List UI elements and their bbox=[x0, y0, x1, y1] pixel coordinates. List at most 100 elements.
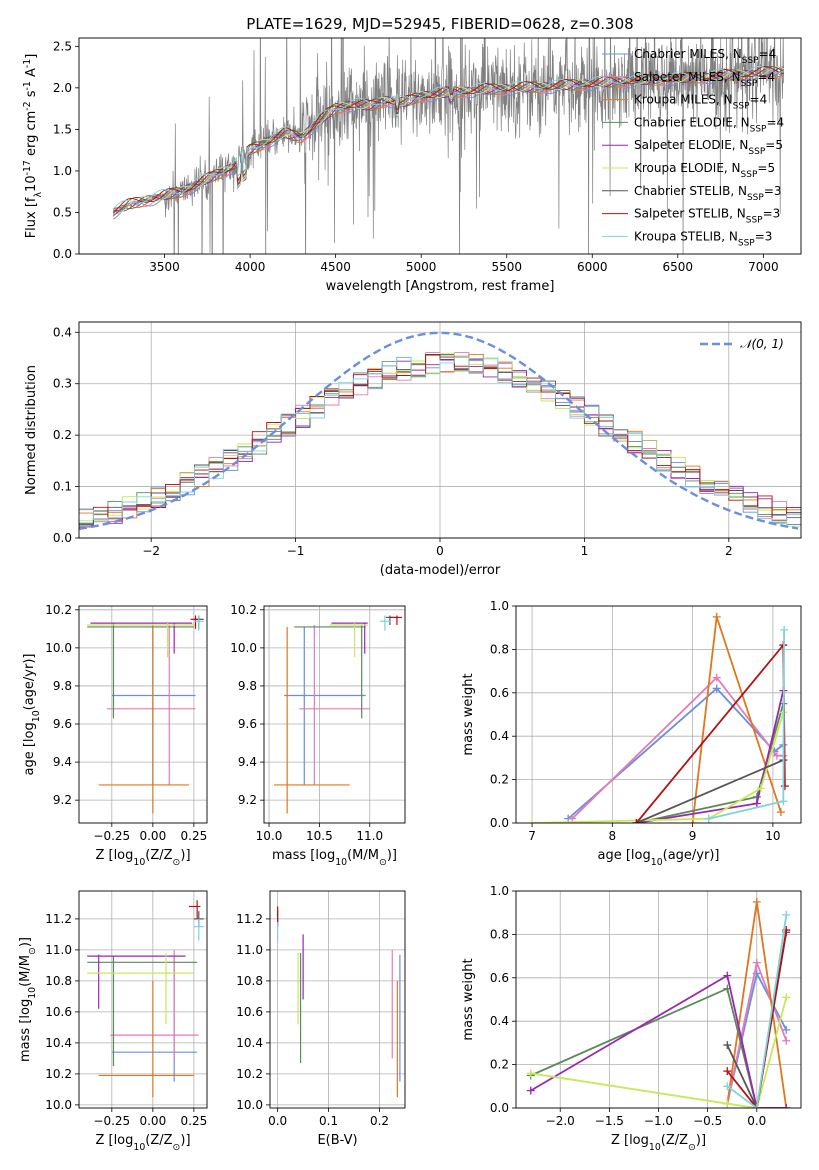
tick-label-y: 10.0 bbox=[45, 641, 72, 655]
spectrum-model-kroupa-elodie bbox=[113, 66, 785, 214]
weight-marker bbox=[723, 1099, 732, 1108]
tick-label-y: 0.5 bbox=[53, 205, 72, 219]
axes-frame bbox=[78, 605, 208, 824]
weight-marker bbox=[723, 971, 732, 980]
label-part: (data-model)/error bbox=[380, 563, 501, 578]
errorbar-kroupa-miles bbox=[98, 625, 189, 814]
weight-marker bbox=[526, 1086, 535, 1095]
tick-label-y: 10.4 bbox=[45, 1036, 72, 1050]
label-part: Flux [f bbox=[24, 197, 39, 238]
legend-label-suffix: =4 bbox=[750, 93, 768, 107]
axes-frame bbox=[78, 890, 208, 1109]
tick-label-y: 0.6 bbox=[490, 686, 509, 700]
weight-marker bbox=[752, 897, 761, 906]
tick-label-y: 0.2 bbox=[53, 428, 72, 442]
weight-marker bbox=[632, 819, 641, 823]
weights-salpeter-miles bbox=[568, 673, 788, 823]
tick-label-x: −1.5 bbox=[595, 1114, 624, 1128]
legend-label-sub: SSP bbox=[741, 170, 758, 180]
errorbar-kroupa-stelib bbox=[193, 918, 204, 941]
weight-line bbox=[530, 997, 788, 1108]
tick-label-y: 0.0 bbox=[53, 247, 72, 261]
label-part: E(B-V) bbox=[317, 1133, 357, 1148]
tick-label-x: 0.0 bbox=[747, 1114, 766, 1128]
errorbar-kroupa-elodie bbox=[329, 623, 368, 658]
spectrum-model-salpeter-stelib bbox=[112, 66, 784, 214]
weight-line bbox=[636, 759, 784, 823]
tick-label-x: −1 bbox=[287, 544, 305, 558]
tick-label-x: 0.0 bbox=[268, 1114, 287, 1128]
label-part: age [log bbox=[598, 848, 651, 863]
tick-label-y: 10.4 bbox=[236, 1036, 263, 1050]
tick-label-y: 0.3 bbox=[53, 377, 72, 391]
errorbar-chabrier-miles bbox=[111, 957, 198, 1082]
errorbar-salpeter-elodie bbox=[331, 622, 368, 654]
label-part: 10 bbox=[651, 857, 663, 868]
label-part: s bbox=[24, 90, 39, 101]
label-part: (age/yr)] bbox=[663, 848, 720, 863]
weight-marker bbox=[712, 612, 721, 621]
errorbar-chabrier-elodie bbox=[87, 956, 198, 1067]
weight-marker bbox=[723, 1082, 732, 1091]
tick-label-y: 1.5 bbox=[53, 122, 72, 136]
tick-label-y: 10.6 bbox=[45, 1005, 72, 1019]
tick-label-x: −2 bbox=[142, 544, 160, 558]
axis-label-y: Flux [fλ10-17 erg cm-2 s-1 A-1] bbox=[22, 54, 44, 239]
axes-mass-vs-EBV: 0.0 0.1 0.2 10.0 10.2 10.4 10.6 10.8 11.0 11.2 E(B… bbox=[236, 890, 406, 1148]
weight-marker bbox=[723, 1041, 732, 1050]
tick-label-y: 0.2 bbox=[490, 773, 509, 787]
tick-label-y: 0.8 bbox=[490, 642, 509, 656]
legend-label: Kroupa ELODIE, NSSP=5 bbox=[634, 161, 775, 180]
axes-frame bbox=[269, 890, 406, 1109]
errorbar-salpeter-miles bbox=[106, 625, 196, 785]
plot-layer: 3500 4000 4500 5000 5500 6000 6500 7000 0.0 0.5 1.… bbox=[18, 37, 802, 1153]
tick-label-y: 10.6 bbox=[236, 1005, 263, 1019]
axis-label-y: mass weight bbox=[461, 673, 476, 755]
histogram-salpeter-stelib bbox=[79, 354, 801, 521]
tick-label-y: 0.0 bbox=[490, 1101, 509, 1115]
tick-label-y: 10.2 bbox=[236, 1067, 263, 1081]
weight-marker bbox=[780, 782, 789, 791]
plot-area bbox=[274, 615, 402, 814]
weight-marker bbox=[528, 819, 537, 823]
tick-label-y: 0.4 bbox=[53, 325, 72, 339]
tick-label-y: 9.4 bbox=[53, 755, 72, 769]
errorbar-salpeter-elodie bbox=[90, 622, 193, 654]
tick-label-x: 0.00 bbox=[139, 829, 166, 843]
tick-label-y: 0.6 bbox=[490, 971, 509, 985]
axis-label-x: wavelength [Angstrom, rest frame] bbox=[326, 279, 555, 294]
tick-label-y: 10.0 bbox=[45, 1098, 72, 1112]
weight-line bbox=[691, 616, 782, 823]
label-part: 10 bbox=[133, 1142, 145, 1153]
legend-label-sub: SSP bbox=[746, 216, 763, 226]
tick-label-y: 0.4 bbox=[490, 729, 509, 743]
legend-label-sub: SSP bbox=[741, 79, 758, 89]
legend-label-sub: SSP bbox=[733, 102, 750, 112]
weight-line bbox=[532, 712, 785, 823]
tick-label-y: 10.2 bbox=[45, 1067, 72, 1081]
tick-label-x: 9 bbox=[689, 829, 697, 843]
label-part: mass [log bbox=[18, 999, 33, 1062]
axis-label-x: Z [log10(Z/Z⊙)] bbox=[611, 1133, 706, 1153]
tick-label-y: 0.0 bbox=[53, 531, 72, 545]
label-part: (age/yr)] bbox=[22, 654, 37, 711]
weight-marker bbox=[780, 625, 789, 634]
axes-frame bbox=[515, 605, 802, 824]
legend-label-sub: SSP bbox=[750, 124, 767, 134]
tick-label-y: 9.4 bbox=[238, 755, 257, 769]
tick-label-y: 9.8 bbox=[238, 679, 257, 693]
label-part: (Z/Z bbox=[145, 1133, 172, 1148]
errorbar-chabrier-elodie bbox=[87, 623, 194, 719]
label-part: (Z/Z bbox=[145, 848, 172, 863]
label-part: (M/M bbox=[18, 955, 33, 987]
label-part: )] bbox=[18, 937, 33, 947]
tick-label-x: 7000 bbox=[748, 260, 779, 274]
grid bbox=[264, 606, 405, 823]
weight-marker bbox=[723, 1067, 732, 1076]
legend-label-suffix: =3 bbox=[764, 184, 782, 198]
plot-area bbox=[79, 331, 801, 531]
tick-label-x: 6500 bbox=[663, 260, 694, 274]
weight-line bbox=[726, 929, 788, 1108]
tick-label-y: 9.8 bbox=[53, 679, 72, 693]
